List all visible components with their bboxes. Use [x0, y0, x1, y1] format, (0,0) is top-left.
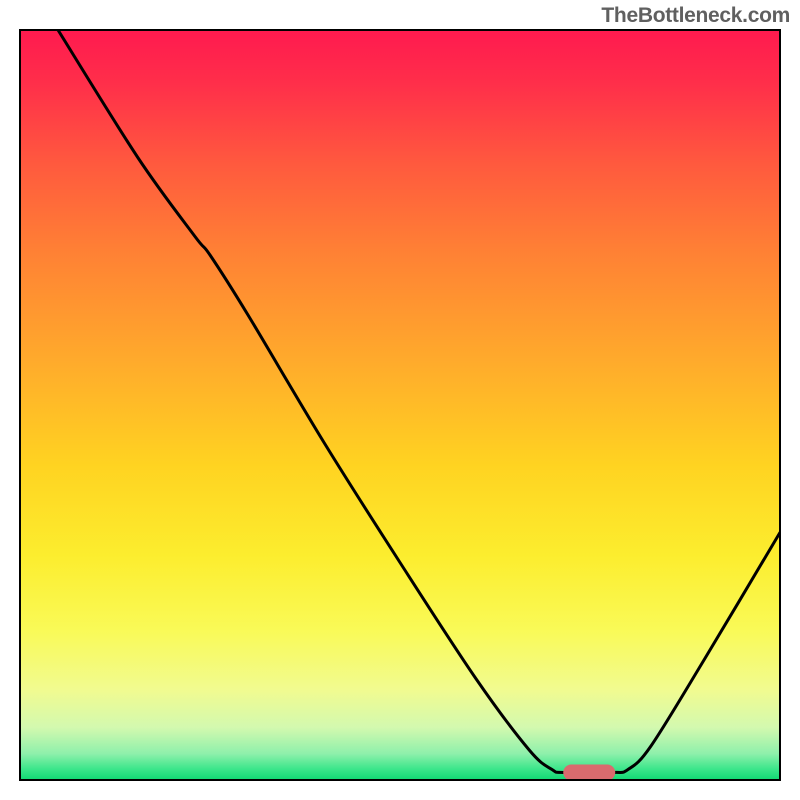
plot-background	[20, 30, 780, 780]
optimal-marker	[563, 765, 615, 781]
watermark-text: TheBottleneck.com	[601, 4, 790, 28]
gradient-line-chart	[0, 0, 800, 800]
chart-container: TheBottleneck.com	[0, 0, 800, 800]
